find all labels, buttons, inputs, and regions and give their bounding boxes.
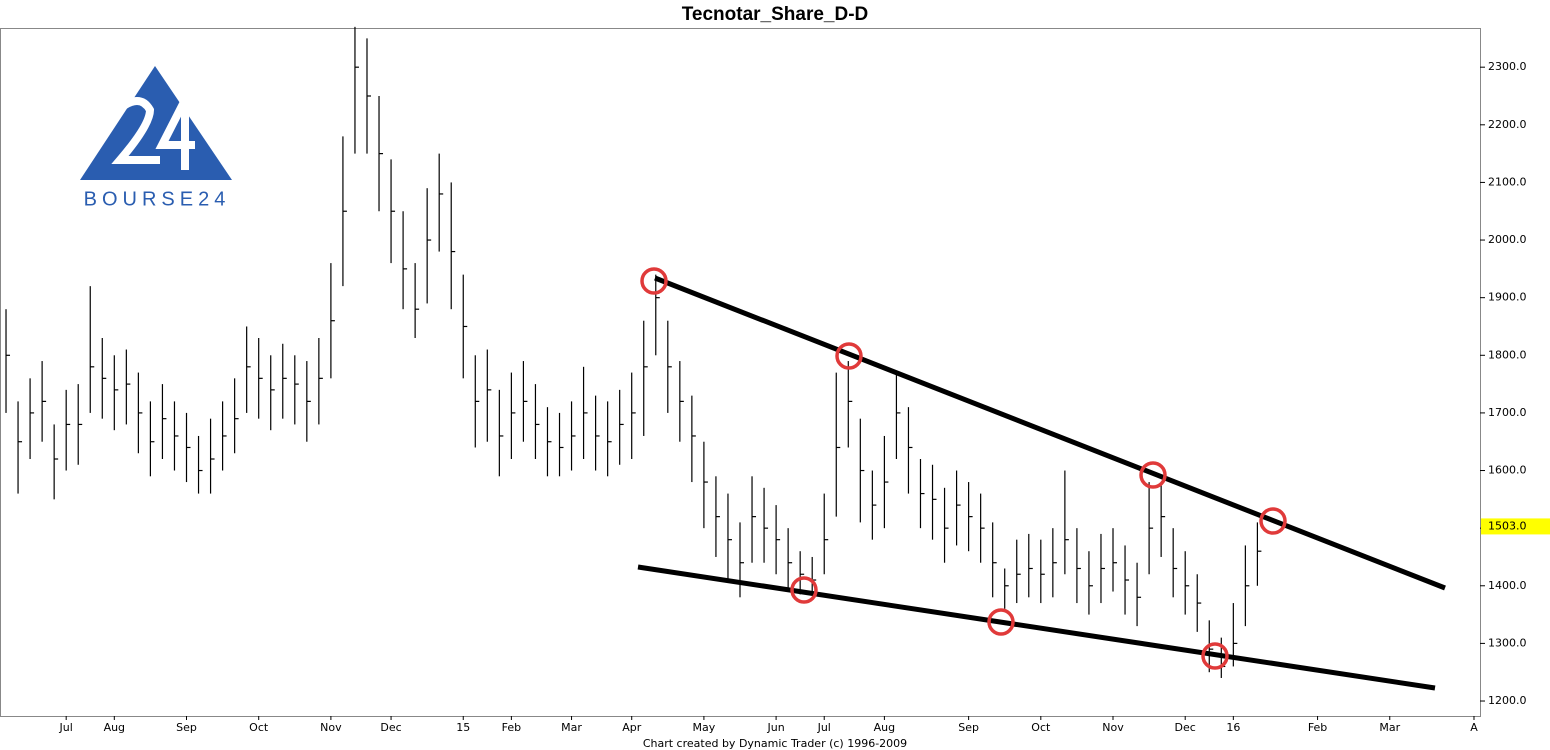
last-price-box bbox=[1481, 518, 1550, 535]
y-tick-label: 2300.0 bbox=[1488, 60, 1527, 73]
y-tick-label: 1400.0 bbox=[1488, 579, 1527, 592]
x-tick-label: Sep bbox=[958, 721, 979, 734]
trendline bbox=[637, 564, 1436, 691]
trendline bbox=[654, 275, 1446, 591]
bars bbox=[5, 26, 1262, 678]
pivot-circle bbox=[1139, 461, 1167, 489]
pivot-circle bbox=[640, 267, 668, 295]
x-tick-label: Oct bbox=[249, 721, 269, 734]
y-tick-label: 2200.0 bbox=[1488, 118, 1527, 131]
x-tick-label: Sep bbox=[176, 721, 197, 734]
y-tick-label: 1800.0 bbox=[1488, 348, 1527, 361]
pivot-circle bbox=[1259, 507, 1287, 535]
x-tick-label: 16 bbox=[1226, 721, 1240, 734]
y-tick-label: 2100.0 bbox=[1488, 175, 1527, 188]
x-tick-label: May bbox=[693, 721, 716, 734]
logo-glyph bbox=[155, 98, 195, 170]
x-tick-label: A bbox=[1470, 721, 1478, 734]
y-tick-label: 2000.0 bbox=[1488, 233, 1527, 246]
x-tick-label: Dec bbox=[380, 721, 401, 734]
logo-text: BOURSE24 bbox=[84, 188, 231, 210]
x-tick-label: 15 bbox=[456, 721, 470, 734]
pivot-circle bbox=[835, 342, 863, 370]
x-tick-label: Aug bbox=[874, 721, 895, 734]
trendlines bbox=[637, 275, 1446, 691]
x-tick-label: Nov bbox=[320, 721, 342, 734]
pivot-circles bbox=[640, 267, 1287, 670]
x-tick-label: Jul bbox=[817, 721, 831, 734]
x-tick-label: Mar bbox=[561, 721, 582, 734]
x-tick-label: Feb bbox=[502, 721, 521, 734]
logo-triangle bbox=[80, 66, 232, 180]
logo-glyph bbox=[111, 97, 160, 164]
x-tick-label: Mar bbox=[1379, 721, 1400, 734]
x-tick-label: Dec bbox=[1175, 721, 1196, 734]
x-tick-label: Nov bbox=[1102, 721, 1124, 734]
plot-frame bbox=[0, 28, 1481, 717]
x-tick-label: Aug bbox=[104, 721, 125, 734]
y-tick-label: 1300.0 bbox=[1488, 636, 1527, 649]
y-tick-label: 1200.0 bbox=[1488, 694, 1527, 707]
logo: BOURSE24 bbox=[80, 66, 232, 210]
x-tick-label: Feb bbox=[1308, 721, 1327, 734]
x-tick-label: Jun bbox=[767, 721, 785, 734]
last-price-label: 1503.0 bbox=[1488, 519, 1527, 532]
x-tick-label: Apr bbox=[622, 721, 642, 734]
pivot-circle bbox=[790, 576, 818, 604]
y-tick-label: 1700.0 bbox=[1488, 406, 1527, 419]
y-tick-label: 1900.0 bbox=[1488, 291, 1527, 304]
footer: Chart created by Dynamic Trader (c) 1996… bbox=[643, 737, 907, 750]
x-tick-label: Jul bbox=[59, 721, 73, 734]
pivot-circle bbox=[1201, 642, 1229, 670]
pivot-circle bbox=[987, 608, 1015, 636]
y-tick-label: 1600.0 bbox=[1488, 464, 1527, 477]
chart-title: Tecnotar_Share_D-D bbox=[682, 4, 869, 25]
x-tick-label: Oct bbox=[1031, 721, 1051, 734]
